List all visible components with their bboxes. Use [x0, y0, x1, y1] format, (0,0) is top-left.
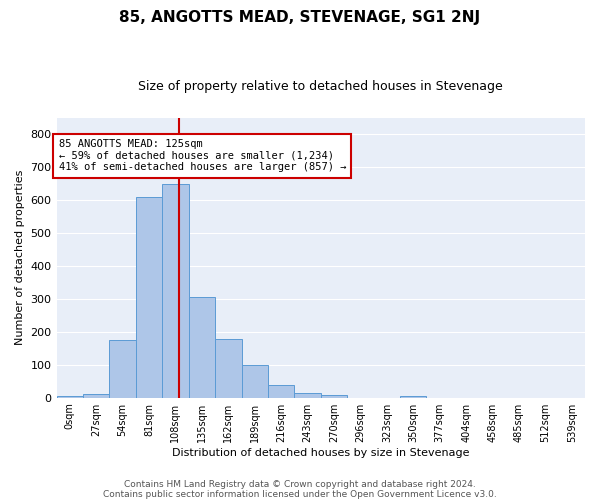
Bar [188, 298, 215, 398]
Bar [295, 394, 321, 398]
Bar [242, 366, 268, 398]
Text: 85, ANGOTTS MEAD, STEVENAGE, SG1 2NJ: 85, ANGOTTS MEAD, STEVENAGE, SG1 2NJ [119, 10, 481, 25]
Bar [83, 394, 109, 398]
Y-axis label: Number of detached properties: Number of detached properties [15, 170, 25, 346]
Bar [136, 197, 162, 398]
Title: Size of property relative to detached houses in Stevenage: Size of property relative to detached ho… [139, 80, 503, 93]
Text: Contains public sector information licensed under the Open Government Licence v3: Contains public sector information licen… [103, 490, 497, 499]
Bar [162, 184, 188, 398]
Text: 85 ANGOTTS MEAD: 125sqm
← 59% of detached houses are smaller (1,234)
41% of semi: 85 ANGOTTS MEAD: 125sqm ← 59% of detache… [59, 139, 346, 172]
Bar [268, 384, 295, 398]
Bar [109, 340, 136, 398]
Bar [56, 396, 83, 398]
Bar [321, 395, 347, 398]
Bar [215, 339, 242, 398]
Bar [400, 396, 427, 398]
Text: Contains HM Land Registry data © Crown copyright and database right 2024.: Contains HM Land Registry data © Crown c… [124, 480, 476, 489]
X-axis label: Distribution of detached houses by size in Stevenage: Distribution of detached houses by size … [172, 448, 470, 458]
